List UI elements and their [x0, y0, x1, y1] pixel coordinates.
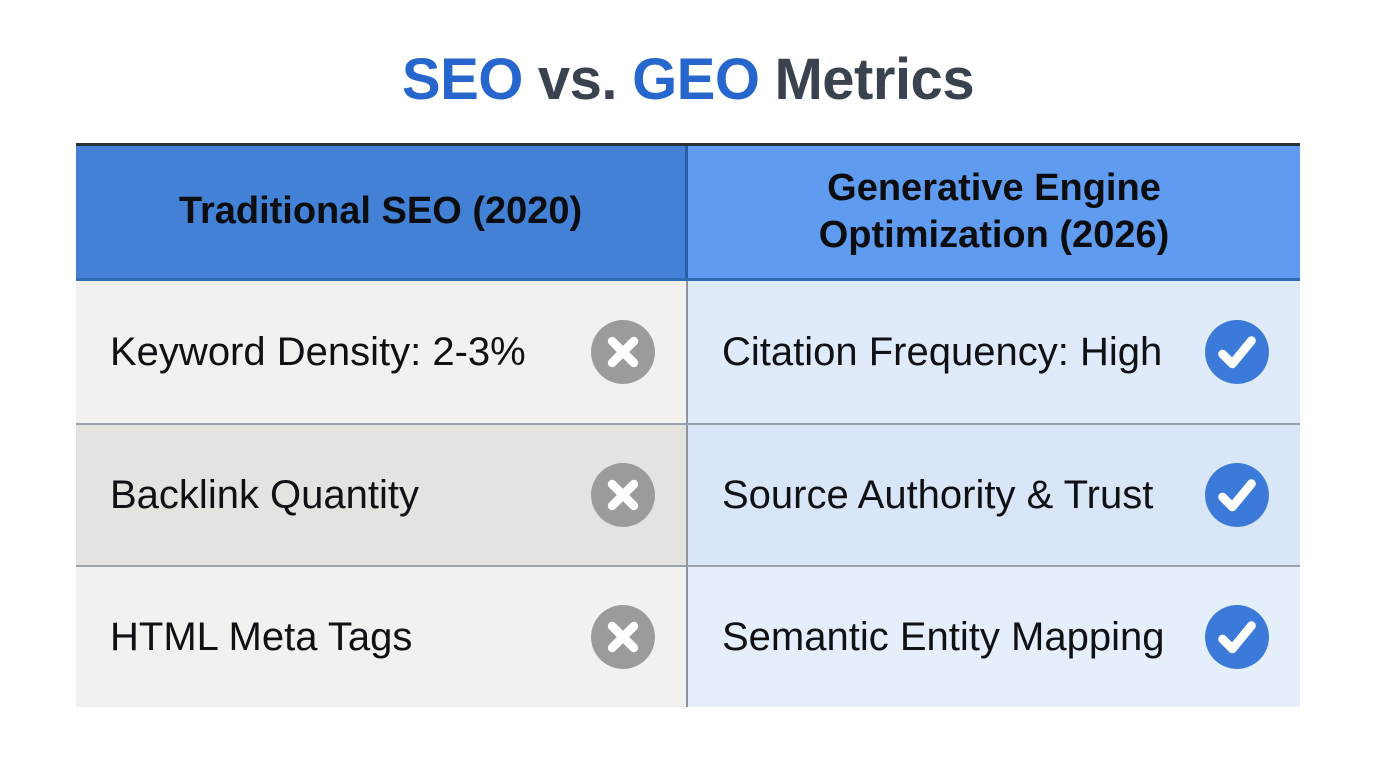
table-row: Backlink Quantity Source Authority & Tru…: [76, 423, 1300, 565]
title-metrics: Metrics: [774, 47, 975, 112]
cell-label: Keyword Density: 2-3%: [110, 329, 526, 374]
table-row: HTML Meta Tags Semantic Entity Mapping: [76, 565, 1300, 707]
x-circle-icon: [590, 462, 656, 528]
table-header-row: Traditional SEO (2020) Generative Engine…: [76, 146, 1300, 281]
title-seo: SEO: [401, 47, 524, 112]
cell-label: Source Authority & Trust: [722, 472, 1154, 517]
check-circle-icon: [1204, 319, 1270, 385]
x-circle-icon: [590, 604, 656, 670]
x-circle-icon: [590, 319, 656, 385]
cell-label: Semantic Entity Mapping: [722, 614, 1165, 659]
title-vs: vs.: [537, 47, 618, 112]
title-geo: GEO: [632, 47, 760, 112]
cell-backlink-quantity: Backlink Quantity: [76, 425, 688, 565]
check-circle-icon: [1204, 462, 1270, 528]
header-generative-engine-optimization: Generative Engine Optimization (2026): [688, 146, 1300, 278]
comparison-table: Traditional SEO (2020) Generative Engine…: [76, 143, 1300, 707]
cell-label: Citation Frequency: High: [722, 329, 1163, 374]
cell-citation-frequency: Citation Frequency: High: [688, 281, 1300, 423]
cell-label: HTML Meta Tags: [110, 614, 413, 659]
page-title: SEO vs. GEO Metrics: [0, 46, 1376, 113]
header-geo-label: Generative Engine Optimization (2026): [818, 166, 1170, 257]
header-traditional-seo: Traditional SEO (2020): [76, 146, 688, 278]
cell-keyword-density: Keyword Density: 2-3%: [76, 281, 688, 423]
cell-label: Backlink Quantity: [110, 472, 420, 517]
table-row: Keyword Density: 2-3% Citation Frequency…: [76, 281, 1300, 423]
check-circle-icon: [1204, 604, 1270, 670]
cell-semantic-entity-mapping: Semantic Entity Mapping: [688, 567, 1300, 707]
cell-source-authority: Source Authority & Trust: [688, 425, 1300, 565]
cell-html-meta-tags: HTML Meta Tags: [76, 567, 688, 707]
header-traditional-seo-label: Traditional SEO (2020): [178, 190, 583, 233]
